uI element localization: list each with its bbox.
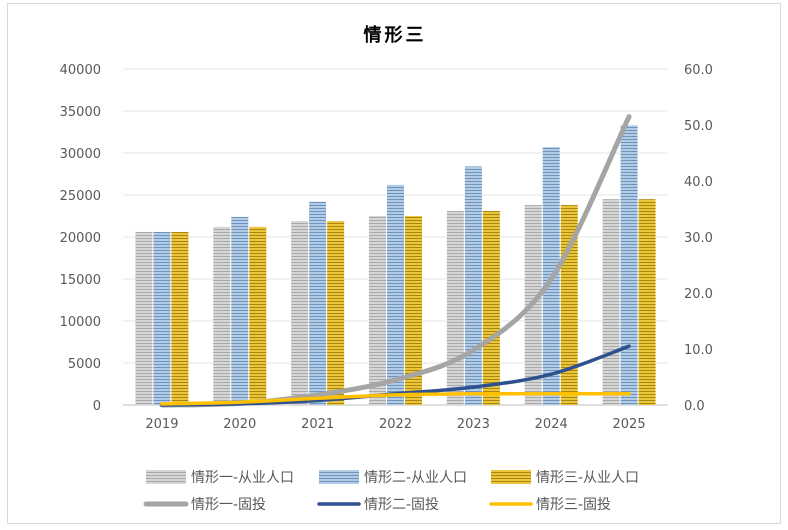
y-right-tick-label: 30.0	[684, 231, 713, 246]
bar-series-3	[638, 199, 656, 405]
y-right-tick-label: 20.0	[684, 287, 713, 302]
bar-series-3	[171, 231, 189, 405]
y-left-tick-label: 20000	[60, 231, 101, 246]
x-tick-label: 2021	[301, 417, 334, 432]
legend-swatch-bar	[319, 470, 359, 484]
bar-series-2	[153, 231, 171, 405]
y-left-tick-label: 10000	[60, 315, 101, 330]
bar-series-1	[135, 231, 153, 405]
legend-label: 情形三-固投	[536, 497, 611, 513]
y-left-tick-label: 30000	[60, 147, 101, 162]
bar-series-1	[213, 226, 231, 405]
chart-svg: 情形三 0 5000 10000 15000 20000 25000 30000 35000 4…	[60, 25, 713, 513]
x-tick-label: 2024	[535, 417, 568, 432]
bar-series-1	[446, 210, 464, 405]
bar-series-1	[602, 199, 620, 405]
x-tick-label: 2022	[379, 417, 412, 432]
legend-label: 情形二-从业人口	[364, 470, 467, 486]
chart-title: 情形三	[364, 25, 427, 46]
x-tick-label: 2025	[613, 417, 646, 432]
legend-label: 情形一-从业人口	[191, 470, 294, 486]
chart-frame: 情形三 0 5000 10000 15000 20000 25000 30000 35000 4…	[7, 3, 781, 524]
bar-series-2	[620, 125, 638, 405]
y-right-tick-label: 50.0	[684, 119, 713, 134]
x-tick-label: 2020	[223, 417, 256, 432]
legend-label: 情形一-固投	[191, 497, 266, 513]
legend-label: 情形二-固投	[364, 497, 439, 513]
y-left-tick-label: 0	[93, 399, 101, 414]
bar-series-3	[249, 226, 267, 405]
y-right-tick-label: 40.0	[684, 175, 713, 190]
x-tick-label: 2019	[145, 417, 178, 432]
x-tick-label: 2023	[457, 417, 490, 432]
line-series-3	[160, 391, 631, 406]
y-left-tick-label: 35000	[60, 105, 101, 120]
y-left-tick-label: 15000	[60, 273, 101, 288]
legend-swatch-bar	[146, 470, 186, 484]
legend-swatch-bar	[491, 470, 531, 484]
bar-series-2	[387, 184, 404, 405]
y-right-tick-label: 0.0	[684, 399, 705, 414]
bar-series-1	[291, 221, 309, 405]
bar-series-2	[309, 201, 327, 405]
bar-series-3	[405, 216, 422, 405]
bar-series-2	[464, 166, 482, 405]
legend-label: 情形三-从业人口	[536, 470, 639, 486]
y-left-tick-label: 25000	[60, 189, 101, 204]
y-left-tick-label: 5000	[68, 357, 101, 372]
y-right-tick-label: 10.0	[684, 343, 713, 358]
bar-series-3	[482, 210, 500, 405]
bar-series-3	[327, 221, 345, 405]
y-right-tick-label: 60.0	[684, 63, 713, 78]
y-left-tick-label: 40000	[60, 63, 101, 78]
bar-series-1	[369, 216, 386, 405]
bar-series-2	[231, 216, 249, 405]
